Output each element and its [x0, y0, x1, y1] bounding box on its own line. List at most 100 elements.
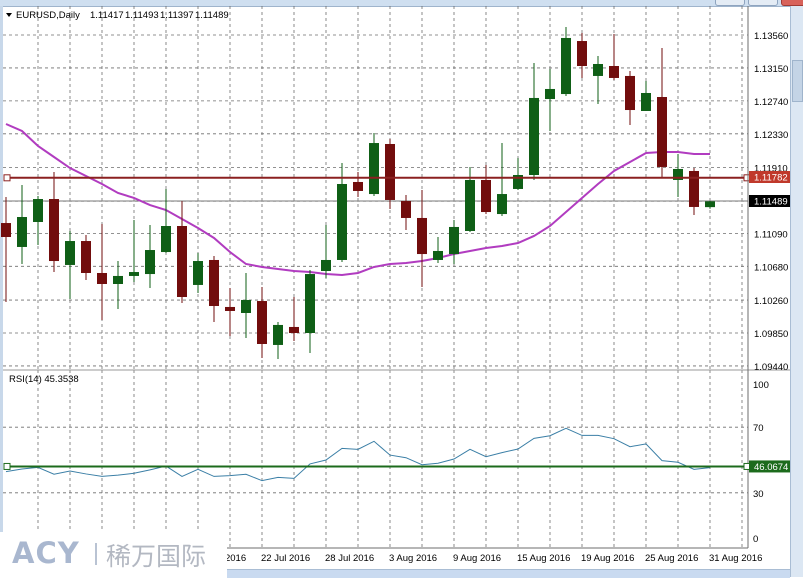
candle-body	[257, 301, 267, 344]
candle-body	[289, 326, 299, 333]
close-button[interactable]	[781, 0, 803, 6]
candle	[97, 223, 107, 320]
candle-body	[497, 194, 507, 215]
candle	[305, 270, 315, 353]
candles	[1, 26, 715, 360]
date-tick: 28 Jul 2016	[325, 553, 374, 564]
candle	[673, 154, 683, 198]
maximize-button[interactable]	[748, 0, 778, 6]
candle	[145, 224, 155, 289]
price-tick: 1.12740	[754, 97, 788, 108]
window-title-bar	[0, 0, 803, 7]
candle-body	[593, 63, 603, 76]
price-tick: 1.13150	[754, 64, 788, 75]
candle-body	[209, 259, 219, 307]
candle-body	[433, 250, 443, 260]
candle	[449, 219, 459, 264]
candle	[545, 68, 555, 131]
ma-line	[5, 123, 710, 277]
candle	[337, 163, 347, 262]
candle-body	[625, 75, 635, 111]
candle	[577, 32, 587, 78]
candle-body	[609, 66, 619, 78]
symbol-label: EURUSD,Daily	[16, 10, 80, 21]
triangle-down-icon[interactable]	[6, 13, 12, 17]
candle	[257, 286, 267, 358]
candle-body	[513, 175, 523, 189]
candle	[593, 55, 603, 104]
price-tick: 1.13560	[754, 31, 788, 42]
minimize-button[interactable]	[715, 0, 745, 6]
rsi-tick: 30	[753, 489, 764, 500]
candle	[17, 184, 27, 264]
candle	[225, 288, 235, 336]
date-tick: 15 Aug 2016	[517, 553, 570, 564]
chart-header: EURUSD,Daily 1.11417 1.11493 1.11397 1.1…	[6, 10, 229, 21]
candle	[1, 197, 11, 302]
candle-body	[113, 275, 123, 284]
level-handle-left[interactable]	[3, 462, 11, 470]
rsi-axis: 100 70 30 0	[753, 380, 769, 545]
candle	[513, 157, 523, 191]
candle-body	[561, 37, 571, 95]
hline-price-badge	[749, 171, 790, 183]
open-price: 1.11417	[90, 10, 124, 21]
rsi-tick: 70	[753, 423, 764, 434]
line-handle-left[interactable]	[3, 174, 11, 182]
candle-body	[545, 88, 555, 100]
candle	[641, 81, 651, 111]
price-tick: 1.10260	[754, 296, 788, 307]
current-price-badge	[749, 195, 790, 207]
rsi-level-line[interactable]	[3, 462, 751, 470]
candle	[193, 252, 203, 293]
rsi-grid	[3, 426, 748, 494]
candle-body	[49, 199, 59, 262]
candle-body	[689, 170, 699, 207]
current-price-text: 1.11489	[754, 197, 788, 208]
candle-body	[449, 226, 459, 255]
moving-average	[5, 123, 710, 277]
price-tick: 1.09440	[754, 362, 788, 373]
hline-price-text: 1.11782	[754, 173, 788, 184]
candle	[529, 63, 539, 180]
candle-body	[673, 168, 683, 180]
window-left-border	[0, 6, 3, 577]
candle	[609, 34, 619, 80]
candle	[289, 297, 299, 342]
rsi-label: RSI(14) 45.3538	[9, 374, 79, 385]
rsi-tick: 0	[753, 534, 758, 545]
candle-body	[465, 179, 475, 231]
rsi-level-text: 46.0674	[754, 462, 788, 473]
candle-body	[17, 217, 27, 247]
candle	[369, 132, 379, 196]
rsi-line	[5, 427, 711, 482]
candle	[321, 224, 331, 278]
candle-body	[225, 306, 235, 311]
candle-body	[337, 183, 347, 260]
price-tick: 1.11910	[754, 164, 788, 175]
candle	[161, 188, 171, 253]
rsi-level-badge	[749, 460, 790, 473]
candle-body	[481, 179, 491, 213]
high-price: 1.11493	[125, 10, 159, 21]
logo-separator	[95, 543, 97, 565]
candle-body	[273, 324, 283, 345]
time-axis: 18 Jul 2016 22 Jul 2016 28 Jul 2016 3 Au…	[197, 553, 762, 564]
rsi-tick: 100	[753, 380, 769, 391]
candle	[209, 255, 219, 322]
candle-body	[417, 217, 427, 255]
candle	[657, 48, 667, 178]
low-price: 1.11397	[160, 10, 194, 21]
candle	[705, 201, 715, 209]
vertical-scrollbar[interactable]	[790, 6, 803, 577]
candle	[417, 190, 427, 287]
candle-body	[705, 201, 715, 208]
date-tick: 25 Aug 2016	[645, 553, 698, 564]
candle-body	[81, 241, 91, 273]
candle-body	[529, 97, 539, 175]
candle-body	[353, 181, 363, 191]
candle-body	[641, 92, 651, 111]
scrollbar-thumb[interactable]	[792, 60, 803, 102]
acy-logo-watermark: ACY 稀万国际	[0, 532, 227, 577]
